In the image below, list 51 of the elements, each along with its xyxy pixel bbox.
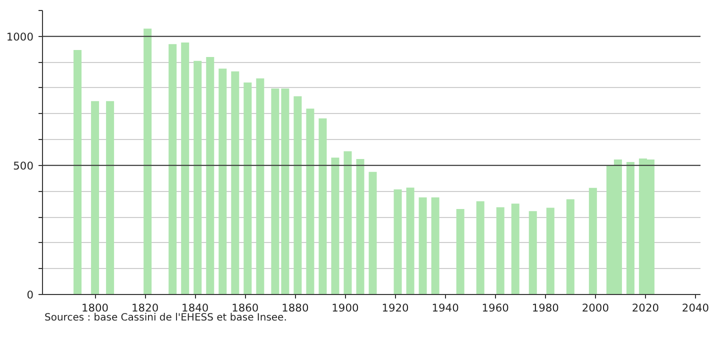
bar [356,158,364,294]
bar [511,204,520,294]
x-tick-label: 1860 [232,302,259,314]
x-tick-label: 1980 [532,302,560,314]
y-tick-label: 1000 [6,30,34,44]
bar [431,197,440,294]
bar [318,118,327,294]
x-tick-label: 1920 [382,302,410,314]
bar [331,158,340,294]
source-note: Sources : base Cassini de l'EHESS et base Insee. [44,312,287,324]
bar [344,151,352,294]
bar [281,88,290,294]
bar [528,211,537,294]
bar [306,108,314,294]
bar [271,88,280,294]
y-tick-label: 500 [13,159,34,172]
x-tick-label: 1940 [432,302,460,314]
bar [231,71,240,294]
bar [418,197,427,294]
bar [476,201,484,294]
bar [91,101,100,294]
bar [566,199,574,294]
bar [406,188,414,294]
x-tick-label: 1800 [81,302,109,314]
bar [74,50,82,294]
x-tick-label: 1840 [182,302,209,314]
bar [496,207,504,294]
y-tick-label: 0 [26,288,34,302]
bar [168,44,177,294]
bar [218,68,227,294]
x-tick-label: 2000 [582,302,610,314]
bar [256,78,264,294]
x-tick-label: 1900 [332,302,360,314]
bar [588,188,597,294]
x-tick-label: 1960 [482,302,510,314]
bar [394,189,402,294]
bar [294,96,302,294]
bar [456,209,464,294]
bar [626,162,634,294]
bar [144,28,152,294]
bar [546,208,554,294]
x-tick-label: 1820 [132,302,159,314]
x-tick-label: 2020 [632,302,660,314]
bar [206,56,214,294]
x-tick-label: 1880 [282,302,309,314]
bar [244,82,252,294]
bar [368,172,377,294]
bar [106,101,114,294]
x-tick-label: 2040 [682,302,710,314]
bar [181,42,190,294]
bar [194,60,202,294]
